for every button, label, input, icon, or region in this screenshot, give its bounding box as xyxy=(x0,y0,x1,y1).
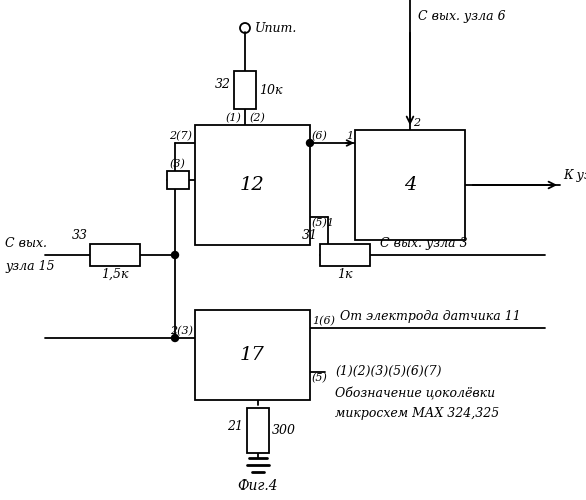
Text: От электрода датчика 11: От электрода датчика 11 xyxy=(340,310,521,323)
Text: 2: 2 xyxy=(413,118,420,128)
Text: 2(3): 2(3) xyxy=(170,326,193,336)
Text: 4: 4 xyxy=(404,176,416,194)
Text: 1,5к: 1,5к xyxy=(101,268,129,281)
Text: (5)1: (5)1 xyxy=(312,218,335,228)
Bar xyxy=(195,125,310,245)
Circle shape xyxy=(172,334,179,342)
Text: С вых. узла 6: С вых. узла 6 xyxy=(418,10,506,23)
Text: (1): (1) xyxy=(225,112,241,123)
Text: 33: 33 xyxy=(72,229,88,242)
Text: К узлам 5,9: К узлам 5,9 xyxy=(563,169,586,182)
Text: Фиг.4: Фиг.4 xyxy=(237,480,278,494)
Text: 12: 12 xyxy=(240,176,265,194)
Text: 300: 300 xyxy=(271,424,295,436)
Text: (5): (5) xyxy=(312,373,328,384)
Bar xyxy=(247,408,268,453)
Bar xyxy=(320,244,370,266)
Text: (3): (3) xyxy=(169,158,185,169)
Text: (2): (2) xyxy=(249,112,265,123)
Text: узла 15: узла 15 xyxy=(5,260,54,273)
Bar xyxy=(195,310,310,400)
Text: микросхем МАХ 324,325: микросхем МАХ 324,325 xyxy=(335,407,499,420)
Bar xyxy=(234,71,256,109)
Text: С вых. узла 3: С вых. узла 3 xyxy=(380,237,468,250)
Text: 1: 1 xyxy=(346,131,353,141)
Text: 10к: 10к xyxy=(259,84,282,96)
Text: С вых.: С вых. xyxy=(5,237,47,250)
Circle shape xyxy=(172,252,179,258)
Text: 21: 21 xyxy=(227,420,244,434)
Text: Uпит.: Uпит. xyxy=(255,22,297,35)
Bar xyxy=(167,171,189,189)
Bar xyxy=(90,244,140,266)
Bar xyxy=(355,130,465,240)
Text: (1)(2)(3)(5)(6)(7): (1)(2)(3)(5)(6)(7) xyxy=(335,365,441,378)
Text: 1к: 1к xyxy=(338,268,353,281)
Text: Обозначение цоколёвки: Обозначение цоколёвки xyxy=(335,387,495,400)
Text: 17: 17 xyxy=(240,346,265,364)
Text: 2(7): 2(7) xyxy=(169,130,192,141)
Circle shape xyxy=(306,140,314,146)
Text: 31: 31 xyxy=(302,229,318,242)
Text: (6): (6) xyxy=(312,130,328,141)
Text: 1(6): 1(6) xyxy=(312,316,335,326)
Text: 32: 32 xyxy=(215,78,231,92)
